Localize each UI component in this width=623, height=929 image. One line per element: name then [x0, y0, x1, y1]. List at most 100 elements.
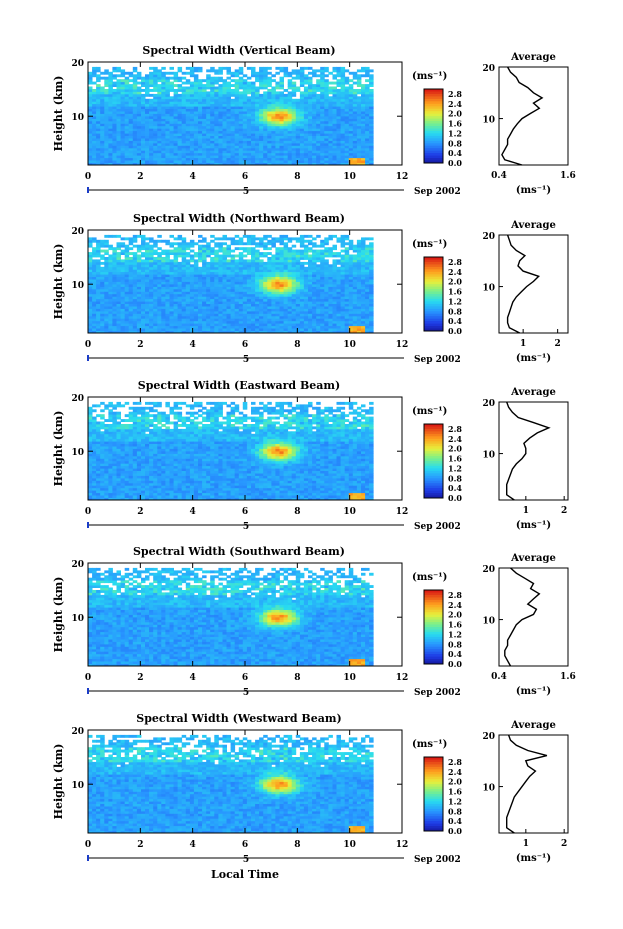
heatmap-cell — [141, 147, 146, 151]
heatmap-cell — [165, 313, 170, 317]
heatmap-cell — [230, 310, 236, 314]
heatmap-cell — [202, 140, 207, 144]
heatmap-cell — [124, 249, 130, 253]
heatmap-cell — [271, 160, 276, 163]
heatmap-cell — [165, 103, 170, 107]
heatmap-cell — [120, 244, 126, 248]
heatmap-cell — [332, 259, 337, 263]
heatmap-cell — [141, 244, 146, 248]
heatmap-cell — [246, 155, 252, 159]
heatmap-cell — [153, 160, 158, 163]
heatmap-cell — [202, 310, 207, 314]
heatmap-cell — [149, 162, 154, 166]
heatmap-cell — [218, 291, 223, 295]
heatmap-cell — [324, 284, 329, 287]
heatmap-cell — [177, 79, 183, 83]
heatmap-cell — [165, 101, 170, 105]
heatmap-cell — [202, 135, 207, 139]
heatmap-cell — [218, 261, 223, 265]
heatmap-cell — [316, 69, 321, 73]
heatmap-cell — [291, 286, 297, 290]
heatmap-cell — [275, 101, 280, 105]
heatmap-cell — [181, 249, 187, 253]
heatmap-cell — [234, 264, 240, 268]
heatmap-cell — [312, 120, 317, 124]
heatmap-cell — [149, 284, 154, 287]
heatmap-cell — [336, 266, 341, 270]
heatmap-cell — [291, 91, 297, 95]
heatmap-cell — [291, 296, 297, 300]
heatmap-cell — [308, 271, 313, 275]
heatmap-cell — [218, 106, 223, 109]
heatmap-cell — [193, 284, 199, 287]
heatmap-cell — [116, 276, 121, 280]
heatmap-cell — [189, 113, 195, 117]
heatmap-cell — [324, 113, 329, 117]
heatmap-cell — [238, 247, 244, 251]
heatmap-cell — [303, 271, 309, 275]
heatmap-cell — [153, 89, 158, 92]
heatmap-cell — [340, 120, 346, 124]
heatmap-cell — [303, 118, 309, 122]
heatmap-cell — [316, 140, 321, 144]
heatmap-cell — [259, 142, 264, 146]
heatmap-cell — [108, 315, 113, 319]
heatmap-cell — [320, 106, 325, 109]
heatmap-cell — [189, 298, 195, 302]
heatmap-cell — [283, 142, 289, 146]
heatmap-cell — [344, 249, 350, 253]
heatmap-cell — [92, 286, 97, 290]
heatmap-cell — [279, 296, 284, 300]
heatmap-cell — [132, 142, 138, 146]
heatmap-cell — [96, 111, 101, 114]
heatmap-cell — [116, 301, 121, 304]
heatmap-cell — [246, 293, 252, 297]
heatmap-cell — [128, 318, 134, 322]
heatmap-cell — [161, 313, 166, 317]
heatmap-cell — [141, 116, 146, 119]
heatmap-cell — [226, 152, 231, 156]
heatmap-cell — [259, 264, 264, 268]
heatmap-cell — [365, 162, 370, 166]
heatmap-cell — [177, 93, 183, 97]
heatmap-cell — [312, 138, 317, 141]
heatmap-cell — [202, 108, 207, 112]
heatmap-cell — [88, 293, 93, 297]
heatmap-cell — [214, 160, 219, 163]
heatmap-cell — [141, 155, 146, 159]
heatmap-cell — [108, 96, 113, 100]
heatmap-cell — [92, 298, 97, 302]
heatmap-cell — [108, 116, 113, 119]
heatmap-cell — [145, 274, 150, 277]
colorbar-segment — [424, 103, 443, 107]
heatmap-cell — [263, 284, 268, 287]
heatmap-cell — [332, 318, 337, 322]
heatmap-cell — [210, 98, 215, 102]
heatmap-cell — [283, 291, 289, 295]
heatmap-cell — [193, 264, 199, 268]
heatmap-cell — [177, 152, 183, 156]
heatmap-cell — [214, 303, 219, 307]
heatmap-cell — [336, 96, 341, 100]
heatmap-cell — [255, 269, 260, 273]
heatmap-cell — [259, 74, 264, 78]
heatmap-cell — [344, 320, 350, 324]
heatmap-cell — [267, 242, 272, 246]
heatmap-cell — [344, 242, 350, 246]
heatmap-cell — [291, 98, 297, 102]
heatmap-cell — [165, 135, 170, 139]
heatmap-cell — [141, 118, 146, 122]
heatmap-cell — [145, 152, 150, 156]
heatmap-cell — [287, 96, 293, 100]
heatmap-cell — [230, 323, 236, 327]
heatmap-cell — [238, 96, 244, 100]
heatmap-cell — [141, 325, 146, 329]
heatmap-cell — [161, 306, 166, 309]
colorbar-segment — [424, 145, 443, 149]
heatmap-cell — [88, 86, 93, 90]
heatmap-cell — [120, 138, 126, 141]
heatmap-cell — [259, 315, 264, 319]
colorbar-frame — [423, 88, 444, 164]
heatmap-cell — [356, 145, 362, 149]
heatmap-cell — [324, 140, 329, 144]
